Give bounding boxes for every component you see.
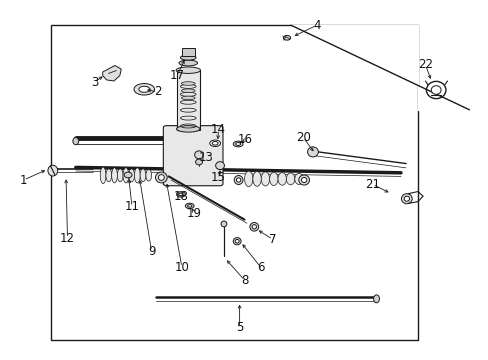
Ellipse shape: [194, 151, 203, 159]
Ellipse shape: [158, 175, 164, 180]
Ellipse shape: [294, 173, 303, 184]
Text: 13: 13: [199, 151, 213, 164]
Text: 18: 18: [173, 190, 188, 203]
Ellipse shape: [212, 141, 218, 145]
Ellipse shape: [195, 159, 202, 165]
Ellipse shape: [134, 84, 154, 95]
Ellipse shape: [180, 55, 196, 60]
Ellipse shape: [187, 204, 191, 207]
Text: 22: 22: [417, 58, 432, 71]
FancyBboxPatch shape: [163, 126, 223, 186]
Ellipse shape: [373, 295, 379, 303]
Ellipse shape: [403, 196, 409, 201]
Ellipse shape: [140, 169, 145, 182]
Text: 4: 4: [312, 19, 320, 32]
Bar: [182, 48, 194, 56]
Ellipse shape: [244, 171, 252, 186]
Text: 2: 2: [153, 85, 161, 98]
Text: 10: 10: [174, 261, 189, 274]
Text: 11: 11: [124, 201, 139, 213]
Text: 21: 21: [365, 178, 379, 191]
Ellipse shape: [209, 140, 220, 147]
Polygon shape: [102, 66, 121, 81]
Ellipse shape: [283, 36, 290, 40]
Ellipse shape: [235, 143, 240, 145]
Ellipse shape: [145, 170, 151, 181]
Text: 8: 8: [240, 274, 248, 287]
Bar: [177, 70, 199, 130]
Ellipse shape: [215, 162, 224, 170]
Ellipse shape: [185, 203, 194, 209]
Text: 12: 12: [60, 232, 75, 245]
Ellipse shape: [298, 175, 309, 185]
Ellipse shape: [235, 239, 239, 243]
Ellipse shape: [181, 82, 195, 85]
Ellipse shape: [176, 67, 200, 73]
Text: 5: 5: [235, 321, 243, 334]
Ellipse shape: [261, 172, 269, 186]
Ellipse shape: [307, 147, 318, 157]
Ellipse shape: [234, 175, 243, 184]
Ellipse shape: [183, 137, 190, 145]
Ellipse shape: [128, 169, 134, 182]
Ellipse shape: [430, 86, 440, 94]
Ellipse shape: [179, 193, 183, 196]
Ellipse shape: [176, 192, 185, 197]
Ellipse shape: [48, 165, 58, 176]
Ellipse shape: [233, 141, 243, 147]
Ellipse shape: [155, 172, 167, 183]
Ellipse shape: [117, 169, 123, 182]
Ellipse shape: [401, 194, 411, 204]
Text: 19: 19: [187, 207, 202, 220]
Ellipse shape: [278, 172, 286, 185]
Ellipse shape: [301, 177, 306, 183]
Ellipse shape: [252, 225, 256, 229]
Ellipse shape: [123, 168, 128, 183]
Ellipse shape: [236, 178, 240, 182]
Ellipse shape: [73, 138, 79, 145]
Text: 9: 9: [147, 245, 155, 258]
Text: 17: 17: [169, 69, 184, 82]
Ellipse shape: [286, 173, 294, 185]
Ellipse shape: [249, 222, 258, 231]
Circle shape: [124, 172, 132, 178]
Ellipse shape: [233, 238, 241, 245]
Ellipse shape: [181, 89, 195, 93]
Text: 6: 6: [256, 261, 264, 274]
Ellipse shape: [176, 126, 200, 132]
Text: 1: 1: [20, 174, 27, 186]
Ellipse shape: [252, 171, 261, 186]
Ellipse shape: [106, 169, 111, 182]
Text: 16: 16: [238, 133, 252, 146]
Ellipse shape: [134, 168, 140, 183]
Ellipse shape: [139, 86, 149, 92]
Text: 7: 7: [268, 233, 276, 246]
Text: 14: 14: [211, 123, 225, 136]
Bar: [51, 25, 417, 340]
Ellipse shape: [221, 221, 226, 227]
Ellipse shape: [179, 60, 197, 66]
Ellipse shape: [269, 172, 278, 186]
Text: 20: 20: [295, 131, 310, 144]
Ellipse shape: [100, 167, 106, 184]
Ellipse shape: [181, 96, 195, 100]
Ellipse shape: [111, 168, 117, 183]
Text: 15: 15: [211, 171, 225, 184]
Polygon shape: [290, 25, 468, 110]
Text: 3: 3: [90, 76, 98, 89]
